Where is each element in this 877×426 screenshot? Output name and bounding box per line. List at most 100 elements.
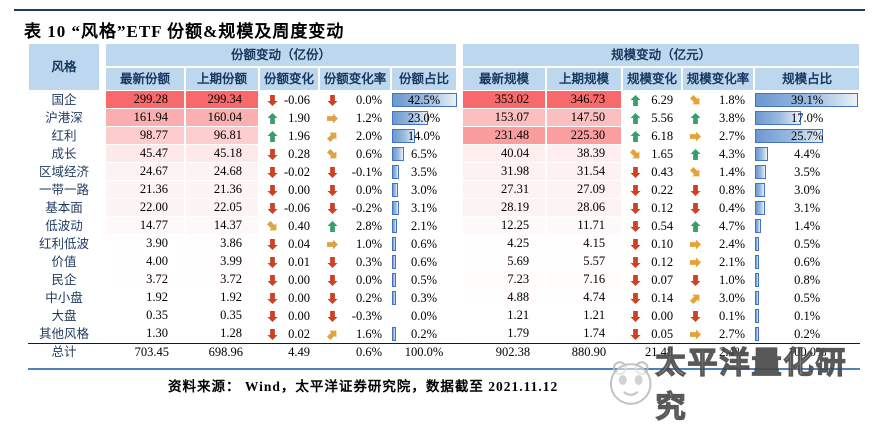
cell-scale-new: 5.69 — [462, 253, 547, 271]
cell-share-pct: 0.6% — [391, 253, 457, 271]
cell-scale-new: 902.38 — [462, 343, 547, 361]
data-bar — [755, 219, 761, 233]
cell-scale-pct-value: 100.0% — [787, 345, 827, 359]
cell-scale-change-value: 1.65 — [651, 146, 674, 161]
arrow-se-icon — [689, 166, 701, 178]
cell-scale-change: 0.05 — [622, 325, 682, 343]
arrow-down-icon — [266, 94, 278, 106]
cell-scale-pct: 4.4% — [754, 145, 860, 163]
row-label: 红利 — [51, 128, 77, 143]
column-header-scale-chg: 规模变化 — [622, 67, 683, 91]
cell-scale-change: 6.18 — [622, 127, 682, 145]
arrow-se-icon — [689, 94, 701, 106]
data-bar — [392, 111, 428, 125]
cell-share-pct-value: 0.6% — [411, 236, 438, 251]
cell-scale-pct-value: 0.1% — [794, 308, 821, 323]
cell-scale-prev: 1.21 — [546, 307, 623, 325]
arrow-ne-icon — [326, 130, 338, 142]
cell-scale-change-value: 0.12 — [651, 254, 674, 269]
cell-share-change-value: -0.06 — [283, 200, 310, 215]
cell-share-pct: 0.5% — [391, 271, 457, 289]
cell-scale-change-value: 21.48 — [644, 345, 674, 359]
group-header-share: 份额变动（亿份） — [105, 43, 458, 67]
cell-share-change: 0.28 — [259, 145, 319, 163]
column-header-scale-prev: 上期规模 — [546, 67, 623, 91]
cell-scale-pct-value: 0.5% — [794, 290, 821, 305]
page-title: 表 10 “风格”ETF 份额&规模及周度变动 — [24, 22, 345, 41]
arrow-up-icon — [629, 112, 641, 124]
cell-share-pct: 3.0% — [391, 181, 457, 199]
cell-share-change-rate-value: 1.0% — [355, 236, 382, 251]
title-top-rule — [14, 9, 865, 11]
arrow-down-icon — [629, 220, 641, 232]
cell-scale-change-rate: 0.4% — [682, 199, 754, 217]
cell-scale-new: 1.79 — [462, 325, 547, 343]
data-bar — [392, 291, 396, 305]
column-gap — [457, 43, 463, 91]
cell-share-new: 1.30 — [105, 325, 185, 343]
cell-scale-new: 40.04 — [462, 145, 547, 163]
cell-share-pct-value: 3.0% — [411, 182, 438, 197]
cell-share-change-rate-value: 0.6% — [355, 345, 382, 359]
cell-scale-pct: 25.7% — [754, 127, 860, 145]
cell-scale-change: 0.43 — [622, 163, 682, 181]
cell-scale-change-value: 0.14 — [651, 290, 674, 305]
cell-share-prev: 3.86 — [185, 235, 259, 253]
cell-share-change-rate-value: 0.6% — [355, 146, 382, 161]
row-label: 一带一路 — [38, 182, 89, 197]
row-label: 区域经济 — [38, 164, 89, 179]
data-bar — [392, 93, 457, 107]
cell-share-pct-value: 0.6% — [411, 254, 438, 269]
group-header-scale: 规模变动（亿元） — [462, 43, 861, 67]
arrow-up-icon — [266, 130, 278, 142]
cell-share-change-value: 0.02 — [288, 326, 310, 341]
cell-share-change: 0.00 — [259, 307, 319, 325]
arrow-down-icon — [326, 184, 338, 196]
cell-scale-prev: 28.06 — [546, 199, 623, 217]
row-label: 沪港深 — [45, 110, 83, 125]
column-header-scale-pct: 规模占比 — [754, 67, 861, 91]
cell-scale-change: 0.12 — [622, 253, 682, 271]
cell-share-change: 0.02 — [259, 325, 319, 343]
cell-share-change-value: -0.06 — [283, 92, 310, 107]
table-subheader-row: 最新份额 上期份额 份额变化 份额变化率 份额占比 最新规模 上期规模 规模变化… — [28, 67, 861, 91]
cell-scale-new: 153.07 — [462, 109, 547, 127]
cell-share-new: 161.94 — [105, 109, 185, 127]
cell-scale-new: 231.48 — [462, 127, 547, 145]
arrow-up-icon — [629, 94, 641, 106]
cell-share-change-rate-value: 1.2% — [355, 110, 382, 125]
arrow-ne-icon — [326, 328, 338, 340]
cell-share-prev: 24.68 — [185, 163, 259, 181]
cell-scale-change-value: 0.05 — [651, 326, 674, 341]
cell-scale-pct-value: 0.6% — [794, 254, 821, 269]
cell-share-pct-value: 42.5% — [407, 92, 441, 107]
arrow-down-icon — [629, 274, 641, 286]
cell-share-pct-value: 100.0% — [404, 345, 444, 359]
cell-share-change: -0.06 — [259, 199, 319, 217]
cell-share-new: 3.72 — [105, 271, 185, 289]
cell-scale-change-rate-value: 3.8% — [719, 110, 746, 125]
cell-share-prev: 1.28 — [185, 325, 259, 343]
arrow-right-icon — [326, 112, 338, 124]
cell-share-prev: 45.18 — [185, 145, 259, 163]
arrow-up-icon — [689, 112, 701, 124]
cell-share-change-rate-value: 0.2% — [355, 290, 382, 305]
cell-scale-pct: 0.8% — [754, 271, 860, 289]
cell-share-change: 0.04 — [259, 235, 319, 253]
cell-share-change-rate: -0.3% — [319, 307, 391, 325]
data-bar — [755, 111, 801, 125]
cell-share-change-rate: 0.0% — [319, 181, 391, 199]
arrow-down-icon — [266, 256, 278, 268]
cell-scale-change-rate: 3.8% — [682, 109, 754, 127]
cell-scale-pct-value: 39.1% — [790, 92, 824, 107]
cell-scale-change: 6.29 — [622, 91, 682, 109]
cell-scale-change-rate-value: 1.0% — [719, 272, 746, 287]
arrow-down-icon — [266, 292, 278, 304]
cell-share-change-value: 0.00 — [288, 272, 310, 287]
cell-scale-change-rate: 1.0% — [682, 271, 754, 289]
cell-share-change-rate-value: 0.0% — [355, 92, 382, 107]
cell-share-change-rate-value: -0.1% — [351, 164, 382, 179]
cell-share-change-value: 1.90 — [288, 110, 310, 125]
cell-share-change-value: 1.96 — [288, 128, 310, 143]
cell-scale-change: 0.22 — [622, 181, 682, 199]
